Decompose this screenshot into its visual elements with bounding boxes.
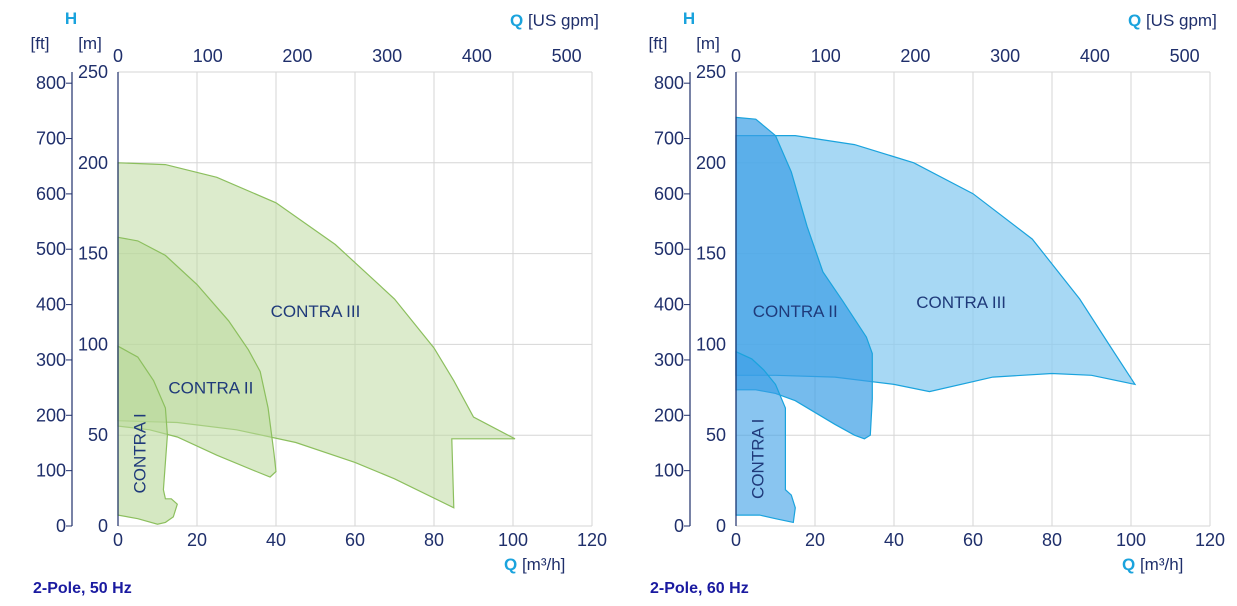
tick-x-top: 0 [113,46,123,66]
tick-x-top: 100 [193,46,223,66]
x-axis-top-q: Q [1128,11,1141,30]
tick-x-bottom: 0 [113,530,123,550]
series-label-contra-iii: CONTRA III [271,302,361,321]
tick-y-ft: 600 [36,184,66,204]
tick-y-m: 50 [706,425,726,445]
tick-x-top: 500 [552,46,582,66]
y-axis-label-h: H [65,9,77,28]
chart-caption-60hz: 2-Pole, 60 Hz [650,580,749,597]
tick-x-bottom: 40 [266,530,286,550]
chart-50hz: CONTRA III CONTRA II CONTRA I 0 20 40 60 80 100 1… [0,0,618,606]
tick-x-top: 400 [462,46,492,66]
y-axis-unit-ft: [ft] [31,34,50,53]
y-axis-unit-m: [m] [696,34,720,53]
tick-y-ft: 700 [36,129,66,149]
tick-x-top: 200 [282,46,312,66]
tick-x-top: 300 [372,46,402,66]
x-axis-bottom-q: Q [1122,555,1135,574]
tick-x-bottom: 20 [187,530,207,550]
tick-x-top: 400 [1080,46,1110,66]
tick-y-m: 250 [78,62,108,82]
chart-caption-50hz: 2-Pole, 50 Hz [33,580,132,597]
tick-x-bottom: 60 [963,530,983,550]
tick-y-m: 150 [696,244,726,264]
tick-x-bottom: 120 [577,530,607,550]
tick-x-bottom: 100 [498,530,528,550]
tick-y-ft: 300 [36,350,66,370]
tick-y-ft: 100 [654,461,684,481]
tick-y-ft: 600 [654,184,684,204]
x-axis-bottom-unit: [m³/h] [517,555,565,574]
chart-body: CONTRA III CONTRA II CONTRA I 0 20 40 60 80 100 1… [649,9,1225,574]
y-axis-unit-m: [m] [78,34,102,53]
series-label-contra-iii: CONTRA III [916,293,1006,312]
tick-x-bottom: 120 [1195,530,1225,550]
x-axis-top-unit: [US gpm] [523,11,599,30]
tick-y-ft: 400 [654,295,684,315]
tick-x-top: 100 [811,46,841,66]
chart-50hz-plot: CONTRA III CONTRA II CONTRA I 0 20 40 60 80 100 1… [31,9,607,574]
tick-y-m: 200 [696,153,726,173]
tick-x-bottom: 20 [805,530,825,550]
tick-y-ft: 400 [36,295,66,315]
x-axis-top-q: Q [510,11,523,30]
x-axis-bottom-label: Q [m³/h] [1122,555,1183,574]
tick-x-bottom: 100 [1116,530,1146,550]
tick-x-top: 0 [731,46,741,66]
tick-y-m: 50 [88,425,108,445]
tick-x-bottom: 80 [1042,530,1062,550]
x-axis-bottom-label: Q [m³/h] [504,555,565,574]
x-axis-top-label: Q [US gpm] [510,11,599,30]
chart-60hz-plot: CONTRA III CONTRA II CONTRA I 0 20 40 60 80 100 1… [649,9,1225,574]
tick-y-m: 100 [696,334,726,354]
tick-y-ft: 500 [36,239,66,259]
tick-y-ft: 200 [36,405,66,425]
tick-y-ft: 500 [654,239,684,259]
tick-y-ft: 700 [654,129,684,149]
x-axis-bottom-unit: [m³/h] [1135,555,1183,574]
tick-y-ft: 800 [654,73,684,93]
tick-y-m: 0 [716,516,726,536]
tick-y-m: 0 [98,516,108,536]
tick-y-m: 200 [78,153,108,173]
tick-y-ft: 0 [56,516,66,536]
tick-x-bottom: 40 [884,530,904,550]
x-axis-bottom-q: Q [504,555,517,574]
x-axis-top-unit: [US gpm] [1141,11,1217,30]
tick-x-bottom: 60 [345,530,365,550]
y-axis-unit-ft: [ft] [649,34,668,53]
tick-x-top: 500 [1170,46,1200,66]
series-label-contra-i: CONTRA I [749,419,768,499]
tick-x-top: 200 [900,46,930,66]
tick-y-m: 150 [78,244,108,264]
series-label-contra-ii: CONTRA II [753,302,838,321]
area-contra-i [117,345,178,525]
tick-y-ft: 300 [654,350,684,370]
tick-y-ft: 0 [674,516,684,536]
series-label-contra-ii: CONTRA II [168,378,253,397]
tick-y-ft: 800 [36,73,66,93]
tick-y-ft: 200 [654,405,684,425]
tick-x-top: 300 [990,46,1020,66]
area-contra-i [735,350,796,524]
series-label-contra-i: CONTRA I [131,413,150,493]
tick-y-m: 250 [696,62,726,82]
chart-body: CONTRA III CONTRA II CONTRA I 0 20 40 60 80 100 1… [31,9,607,574]
chart-60hz: CONTRA III CONTRA II CONTRA I 0 20 40 60 80 100 1… [618,0,1236,606]
tick-x-bottom: 80 [424,530,444,550]
tick-y-m: 100 [78,334,108,354]
y-axis-label-h: H [683,9,695,28]
tick-x-bottom: 0 [731,530,741,550]
x-axis-top-label: Q [US gpm] [1128,11,1217,30]
tick-y-ft: 100 [36,461,66,481]
